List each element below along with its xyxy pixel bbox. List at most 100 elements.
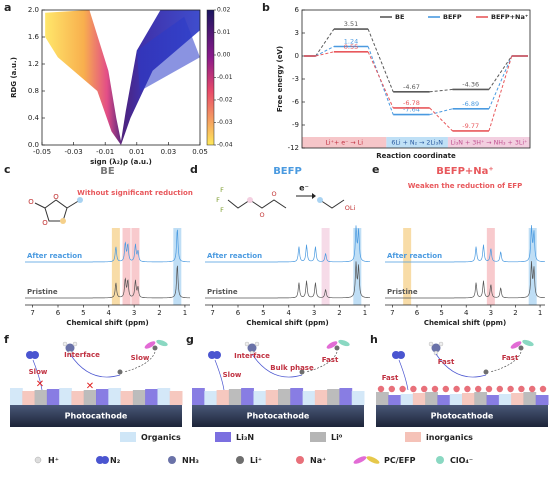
layer-block xyxy=(228,389,242,405)
y-tick-label: 6 xyxy=(295,6,300,14)
x-tick-label: -0.05 xyxy=(33,148,51,156)
step-box xyxy=(447,137,530,148)
connector xyxy=(488,55,513,90)
site xyxy=(77,197,83,203)
x-tick-label: 1 xyxy=(363,309,367,317)
spectrum xyxy=(385,261,545,299)
x-tick-label: 4 xyxy=(464,309,469,317)
pathway xyxy=(489,351,522,373)
layer-block xyxy=(169,391,183,405)
ring xyxy=(44,199,68,222)
pathway xyxy=(69,353,121,378)
x-tick-label: 5 xyxy=(439,309,443,317)
li xyxy=(518,345,524,351)
x-tick-label: 3 xyxy=(132,309,136,317)
rate-label: Fast xyxy=(502,354,519,362)
value-label: -4.67 xyxy=(403,83,420,91)
x-tick-label: 6 xyxy=(415,309,420,317)
legend-label: BEFP xyxy=(443,13,462,21)
trace-label: Pristine xyxy=(207,288,238,296)
nh3 xyxy=(431,343,441,353)
y-tick-label: -12 xyxy=(288,144,299,152)
layer-block xyxy=(437,395,451,405)
legend-swatch xyxy=(168,456,176,464)
panel-label: f xyxy=(4,333,9,346)
layer-block xyxy=(216,390,230,405)
x-tick-label: -0.03 xyxy=(65,148,83,156)
trace-label: After reaction xyxy=(387,252,442,260)
photocathode-label: Photocathode xyxy=(65,412,128,421)
y-tick-label: -3 xyxy=(292,75,299,83)
layer-block xyxy=(192,388,205,405)
highlight-band xyxy=(321,228,330,305)
layer-block xyxy=(400,394,414,405)
photocathode xyxy=(376,405,548,427)
photocathode-label: Photocathode xyxy=(431,412,494,421)
layer-block xyxy=(290,388,304,405)
x-axis-label: Chemical shift (ppm) xyxy=(66,319,148,327)
li xyxy=(483,369,489,375)
legend-swatch xyxy=(120,432,136,442)
layer-block xyxy=(253,391,267,405)
photocathode-label: Photocathode xyxy=(247,412,310,421)
y-tick-label: -9 xyxy=(292,121,299,129)
y-axis-label: Free energy (eV) xyxy=(276,46,284,112)
y-tick-label: 0.8 xyxy=(28,87,39,95)
layer-block xyxy=(241,388,254,405)
nh3 xyxy=(247,343,257,353)
layer-block xyxy=(83,390,97,405)
layer-block xyxy=(157,388,171,405)
x-tick-label: 2 xyxy=(157,309,161,317)
li xyxy=(299,369,305,375)
panel-title: BEFP+Na⁺ xyxy=(436,166,493,177)
layer-block xyxy=(120,391,134,405)
panel-label: c xyxy=(4,163,11,176)
cross: ✕ xyxy=(86,381,94,392)
pathway xyxy=(305,351,338,373)
pathway xyxy=(435,353,487,378)
legend-label: inorganics xyxy=(426,433,473,442)
layer-block xyxy=(351,391,365,405)
legend-swatch xyxy=(101,456,109,464)
rate-label: Interface xyxy=(64,351,100,359)
x-tick-label: 1 xyxy=(538,309,542,317)
trace-label: Pristine xyxy=(27,288,58,296)
atom: O xyxy=(28,198,34,206)
legend-label: Na⁺ xyxy=(310,456,326,465)
trace-label: After reaction xyxy=(207,252,262,260)
pathway xyxy=(214,359,225,391)
step-label: 6Li + N₂ → 2Li₃N xyxy=(391,140,443,147)
molecule: O O O xyxy=(28,193,83,227)
na-ion xyxy=(453,385,460,393)
na-ion xyxy=(485,385,493,393)
layer-block xyxy=(425,392,438,405)
step-label: Li⁺+ e⁻ → Li xyxy=(325,140,363,147)
layer-block xyxy=(22,391,36,405)
layer-block xyxy=(314,390,328,405)
highlight-band xyxy=(122,228,131,305)
panel-label: b xyxy=(262,1,270,14)
layer-block xyxy=(71,391,85,405)
legend-label: Li₃N xyxy=(236,433,254,442)
x-tick-label: 0.01 xyxy=(129,148,145,156)
layer-block xyxy=(486,395,500,405)
pc xyxy=(156,339,168,347)
rate-label: Bulk phase xyxy=(270,364,314,372)
chain xyxy=(319,199,345,209)
layer-block xyxy=(145,389,158,405)
colorbar-tick-label: 0.01 xyxy=(217,29,231,36)
na-ion xyxy=(442,385,449,393)
na-ion xyxy=(507,385,514,393)
h xyxy=(62,341,68,347)
na-ion xyxy=(518,385,525,393)
layer-block xyxy=(449,394,463,405)
h xyxy=(438,341,444,347)
atom: O xyxy=(259,211,264,219)
photocathode xyxy=(192,405,364,427)
rate-label: Fast xyxy=(382,374,399,382)
note: Weaken the reduction of EFP xyxy=(408,182,522,190)
spectrum xyxy=(385,225,545,263)
layer-block xyxy=(462,393,475,405)
connector xyxy=(488,55,513,132)
